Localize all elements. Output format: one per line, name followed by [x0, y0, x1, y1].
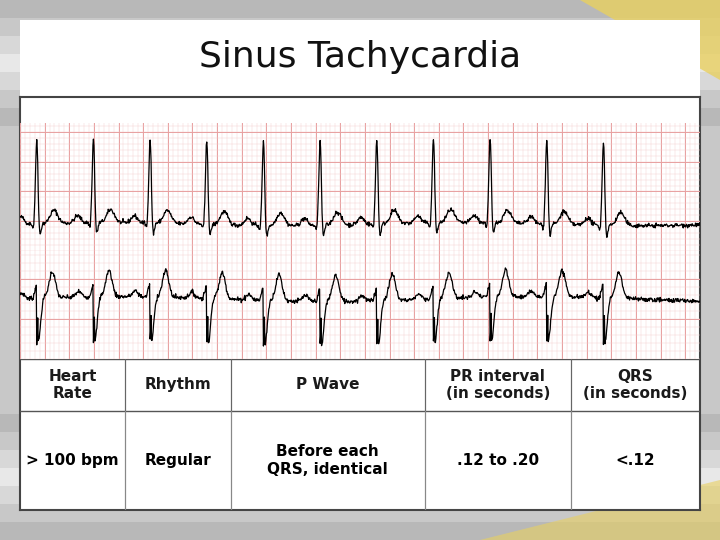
- Polygon shape: [320, 480, 720, 540]
- Bar: [0, 108, 720, 126]
- Bar: [0, 522, 720, 540]
- Text: > 100 bpm: > 100 bpm: [27, 453, 119, 468]
- Bar: [0, 414, 720, 432]
- Bar: [0, 54, 720, 72]
- Text: Rhythm: Rhythm: [145, 377, 212, 393]
- Text: .12 to .20: .12 to .20: [456, 453, 539, 468]
- Bar: [0, 72, 720, 90]
- Text: Heart
Rate: Heart Rate: [48, 369, 97, 401]
- Bar: [0, 468, 720, 486]
- Text: QRS
(in seconds): QRS (in seconds): [583, 369, 688, 401]
- Text: Before each
QRS, identical: Before each QRS, identical: [267, 444, 388, 477]
- Bar: [0, 432, 720, 450]
- Text: Sinus Tachycardia: Sinus Tachycardia: [199, 40, 521, 75]
- Bar: [0, 486, 720, 504]
- Text: <.12: <.12: [616, 453, 655, 468]
- Bar: [0, 504, 720, 522]
- Polygon shape: [420, 0, 720, 80]
- Bar: [0, 0, 720, 18]
- Bar: [0, 90, 720, 108]
- Bar: [0, 450, 720, 468]
- Text: PR interval
(in seconds): PR interval (in seconds): [446, 369, 550, 401]
- Bar: [0, 18, 720, 36]
- Text: P Wave: P Wave: [296, 377, 359, 393]
- Bar: [0, 36, 720, 54]
- Text: Sinus Tachycardia: Sinus Tachycardia: [269, 101, 451, 119]
- Text: Regular: Regular: [145, 453, 212, 468]
